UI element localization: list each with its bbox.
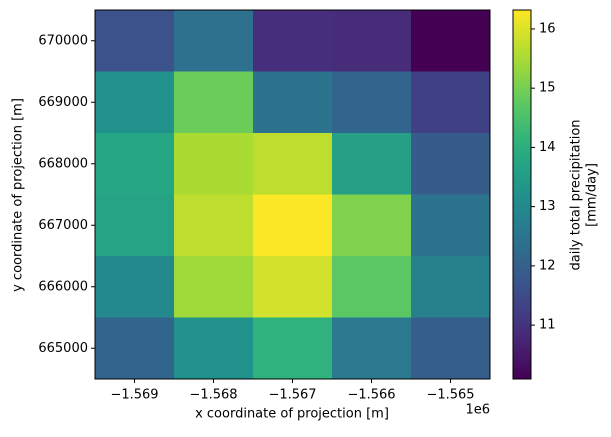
heatmap-cell [332,10,412,72]
heatmap-cell [253,256,333,318]
heatmap-cell [95,71,175,134]
heatmap-cell [174,317,254,380]
x-tick-label: −1.565 [426,388,474,403]
heatmap-cell [332,317,412,380]
heatmap-cell [95,194,175,257]
y-axis-label: y coordinate of projection [m] [11,98,26,292]
y-tick-label: 666000 [38,279,88,294]
heatmap-cell [253,10,333,72]
heatmap-cell [253,71,333,134]
heatmap-cell [174,133,254,195]
heatmap-cell [411,256,491,318]
y-tick-label: 669000 [38,95,88,110]
heatmap-cell [332,256,412,318]
colorbar-tick-label: 14 [539,140,556,155]
heatmap-cell [411,71,491,134]
heatmap-cell [332,194,412,257]
y-tick-label: 668000 [38,156,88,171]
heatmap-cell [253,194,333,257]
colorbar-tick-label: 15 [539,81,556,96]
y-tick-label: 665000 [38,341,88,356]
heatmap-cell [332,133,412,195]
heatmap-cell [174,10,254,72]
x-offset-label: 1e6 [465,403,490,418]
colorbar-label: [mm/day] [585,163,600,227]
heatmap-cell [411,10,491,72]
heatmap-cell [411,194,491,257]
heatmap-cell [95,256,175,318]
colorbar-tick-label: 16 [539,21,556,36]
x-tick-label: −1.566 [347,388,395,403]
heatmap-cell [411,133,491,195]
heatmap-cell [411,317,491,380]
x-axis-label: x coordinate of projection [m] [195,407,389,422]
heatmap-cell [174,256,254,318]
heatmap-cell [174,71,254,134]
colorbar-label: daily total precipitation [569,119,584,270]
y-tick-label: 667000 [38,218,88,233]
colorbar-tick-label: 12 [539,258,556,273]
heatmap-cell [332,71,412,134]
colorbar-tick-label: 13 [539,199,556,214]
heatmap-cell [253,317,333,380]
colorbar-tick-label: 11 [539,318,556,333]
heatmap-cell [95,10,175,72]
heatmap-cell [253,133,333,195]
x-tick-label: −1.568 [189,388,237,403]
heatmap-cell [95,317,175,380]
x-tick-label: −1.569 [110,388,158,403]
heatmap-cell [95,133,175,195]
y-tick-label: 670000 [38,33,88,48]
x-tick-label: −1.567 [268,388,316,403]
colorbar [512,9,532,380]
heatmap-cell [174,194,254,257]
